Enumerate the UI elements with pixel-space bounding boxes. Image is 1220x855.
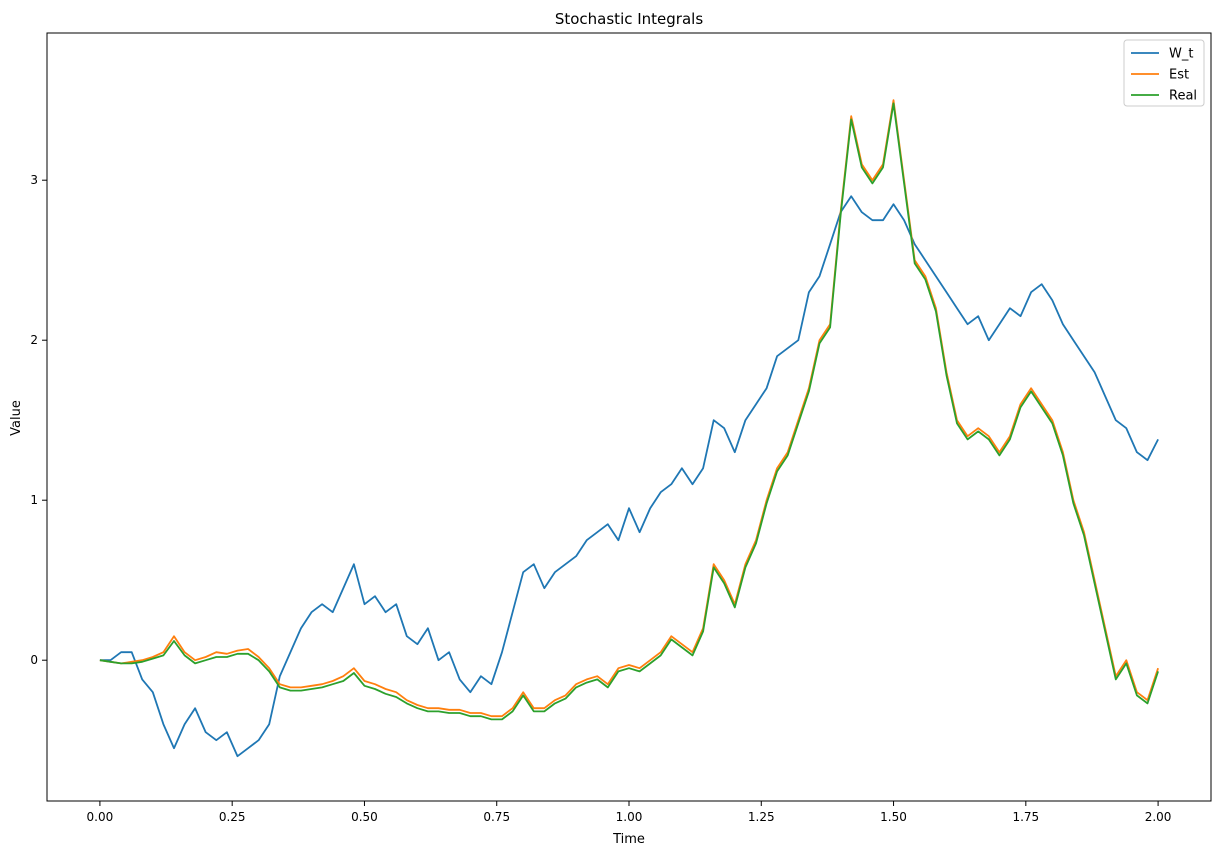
x-tick-label: 0.00 xyxy=(87,810,114,824)
y-tick-label: 0 xyxy=(30,653,38,667)
x-tick-label: 1.00 xyxy=(616,810,643,824)
x-tick-label: 0.50 xyxy=(351,810,378,824)
chart-title: Stochastic Integrals xyxy=(555,10,703,28)
y-tick-label: 3 xyxy=(30,173,38,187)
legend-label: W_t xyxy=(1169,47,1193,62)
legend-label: Real xyxy=(1169,89,1197,104)
legend-box xyxy=(1123,39,1205,107)
x-tick-label: 1.50 xyxy=(880,810,907,824)
legend-label: Est xyxy=(1169,68,1189,83)
series-line-real xyxy=(99,102,1159,721)
x-tick-label: 0.75 xyxy=(483,810,510,824)
y-tick-label: 2 xyxy=(30,333,38,347)
x-axis-label: Time xyxy=(612,832,645,847)
x-axis: 0.00 0.25 0.50 0.75 1.00 1.25 1.50 1.75 2.00 xyxy=(87,801,1172,824)
x-tick-label: 1.75 xyxy=(1012,810,1039,824)
y-axis-label: Value xyxy=(9,400,24,436)
series-line-est xyxy=(99,99,1159,718)
series-line-w-t xyxy=(99,195,1159,758)
y-axis: 0 1 2 3 xyxy=(30,173,47,667)
x-tick-label: 2.00 xyxy=(1145,810,1172,824)
x-tick-label: 1.25 xyxy=(748,810,775,824)
plot-area xyxy=(99,99,1159,758)
legend: W_t Est Real xyxy=(1123,39,1205,107)
y-tick-label: 1 xyxy=(30,493,38,507)
plot-frame xyxy=(46,32,1212,802)
x-tick-label: 0.25 xyxy=(219,810,246,824)
